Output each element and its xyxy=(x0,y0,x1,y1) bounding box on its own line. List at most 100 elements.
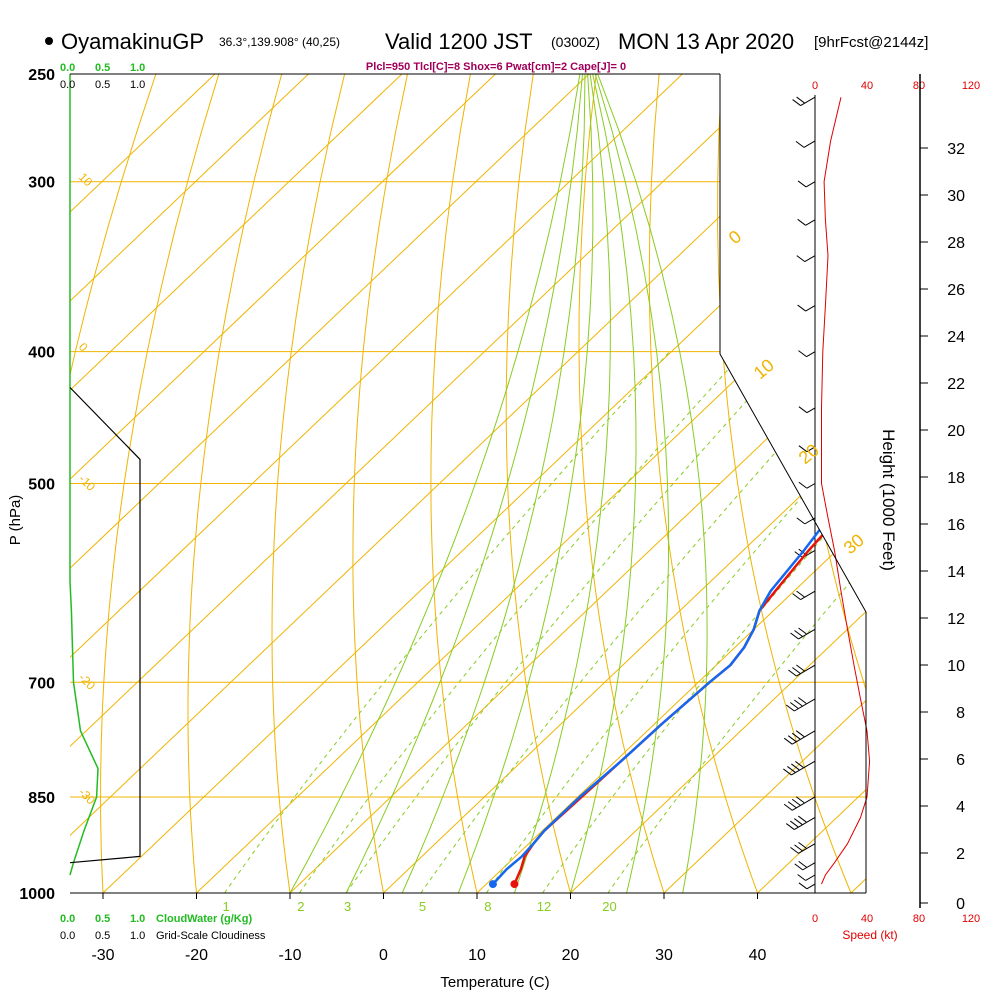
wind-barb-flag xyxy=(794,863,804,871)
x-tick-label: -30 xyxy=(91,947,114,964)
speed-axis-label: Speed (kt) xyxy=(842,928,897,942)
wind-barb xyxy=(791,760,816,776)
cloudiness-scale-top-1: 0.5 xyxy=(95,79,110,91)
wind-barb-flag xyxy=(791,732,801,740)
isotherm-line xyxy=(476,74,866,893)
pressure-tick-label: 850 xyxy=(28,790,55,807)
station-coords: 36.3°,139.908° (40,25) xyxy=(219,35,340,49)
cloud-water-line xyxy=(69,74,99,876)
wind-barb-flag xyxy=(795,730,805,738)
x-tick-label: 20 xyxy=(562,947,580,964)
isotherm-label: -10 xyxy=(76,472,98,494)
height-tick-label: 30 xyxy=(947,188,965,205)
isotherm-label: 10 xyxy=(76,170,96,190)
wind-barb-flag xyxy=(783,737,793,745)
wind-barb-flag xyxy=(796,517,806,525)
pressure-tick-label: 1000 xyxy=(19,886,55,903)
pressure-tick-label: 250 xyxy=(28,67,55,84)
wind-barb xyxy=(806,446,816,453)
wind-barb xyxy=(805,305,816,312)
x-tick-label: -20 xyxy=(185,947,208,964)
dry-adiabat-line xyxy=(430,74,478,893)
speed-scale-bottom-0: 0 xyxy=(812,913,818,925)
speed-scale-bottom-2: 80 xyxy=(913,913,925,925)
isotherm-line xyxy=(850,74,866,893)
wind-barb-flag xyxy=(788,669,797,677)
mixing-ratio-line xyxy=(224,351,670,893)
valid-utc: (0300Z) xyxy=(551,34,600,50)
x-tick-label: 40 xyxy=(749,947,767,964)
pressure-tick-label: 300 xyxy=(28,175,55,192)
wind-barb-flag xyxy=(798,481,808,489)
wind-barb xyxy=(794,817,816,830)
wind-barb-flag xyxy=(793,818,803,825)
cloudwater-scale-bottom-1: 0.5 xyxy=(95,913,110,925)
isotherm-label-right: 30 xyxy=(840,530,868,558)
mixing-ratio-label: 8 xyxy=(484,899,491,914)
wind-barb xyxy=(806,483,816,489)
wind-barb xyxy=(800,590,816,601)
height-tick-label: 24 xyxy=(947,329,965,346)
dry-adiabat-line xyxy=(70,74,157,893)
valid-date: MON 13 Apr 2020 xyxy=(618,29,794,54)
speed-scale-bottom-1: 40 xyxy=(861,913,873,925)
wind-barb xyxy=(805,219,816,226)
mixing-ratio-line xyxy=(345,351,792,893)
mixing-ratio-line xyxy=(420,351,866,893)
mixing-ratio-line xyxy=(485,351,866,893)
wind-barb xyxy=(791,730,816,745)
wind-barb-flag xyxy=(792,99,801,106)
wind-barb-flag xyxy=(791,763,800,771)
height-tick-label: 22 xyxy=(947,376,965,393)
dewpoint-line xyxy=(491,101,866,885)
dry-adiabat-line xyxy=(271,74,346,893)
wind-barb-flag xyxy=(789,702,799,709)
wind-barb-flag xyxy=(798,350,807,358)
moist-adiabat-line xyxy=(597,74,708,893)
wind-barb xyxy=(802,862,816,871)
speed-scale-top-1: 40 xyxy=(861,80,873,92)
y-axis-label: P (hPa) xyxy=(7,495,24,546)
wind-barb-flag xyxy=(797,180,807,188)
mixing-ratio-label: 1 xyxy=(222,899,229,914)
isotherm-line xyxy=(289,74,866,893)
wind-barb-flag xyxy=(795,140,805,148)
wind-barb-flag xyxy=(783,768,792,776)
dry-adiabat-line xyxy=(578,74,665,893)
wind-barb xyxy=(803,140,816,148)
speed-scale-top-2: 80 xyxy=(913,80,925,92)
wind-barb-flag xyxy=(796,96,805,104)
background-grid xyxy=(70,74,866,893)
dry-adiabat-line xyxy=(505,74,571,893)
wind-barb-flag xyxy=(790,846,799,854)
isotherm-line xyxy=(70,74,403,893)
cloudwater-scale-top-1: 0.5 xyxy=(95,62,110,74)
wind-barb-flag xyxy=(796,255,806,263)
wind-barb-flag xyxy=(797,218,806,226)
wind-barb-flag xyxy=(798,445,808,453)
wind-barb-flag xyxy=(797,304,806,312)
mixing-ratio-label: 2 xyxy=(297,899,304,914)
isotherm-label: -30 xyxy=(76,785,98,807)
wind-barb-flag xyxy=(787,801,797,809)
mixing-ratio-line xyxy=(542,351,866,893)
wind-barb xyxy=(791,796,816,811)
wind-barb-flag xyxy=(783,803,793,811)
moist-adiabat-line xyxy=(401,74,586,893)
wind-barb-flag xyxy=(796,664,805,672)
x-tick-label: 30 xyxy=(655,947,673,964)
mixing-ratio-label: 20 xyxy=(602,899,616,914)
wind-barb-flag xyxy=(798,860,808,868)
wind-barb-flag xyxy=(798,841,807,849)
cloudwater-scale-bottom-0: 0.0 xyxy=(60,913,75,925)
moist-adiabat-line xyxy=(570,74,637,893)
isotherm-line xyxy=(70,74,309,893)
height-tick-label: 10 xyxy=(947,658,965,675)
cloudwater-label: CloudWater (g/Kg) xyxy=(156,913,252,925)
pressure-tick-label: 500 xyxy=(28,477,55,494)
isotherm-line xyxy=(70,74,777,893)
wind-barb-flag xyxy=(797,815,807,823)
height-tick-label: 12 xyxy=(947,611,965,628)
dry-adiabat-line xyxy=(352,74,408,893)
